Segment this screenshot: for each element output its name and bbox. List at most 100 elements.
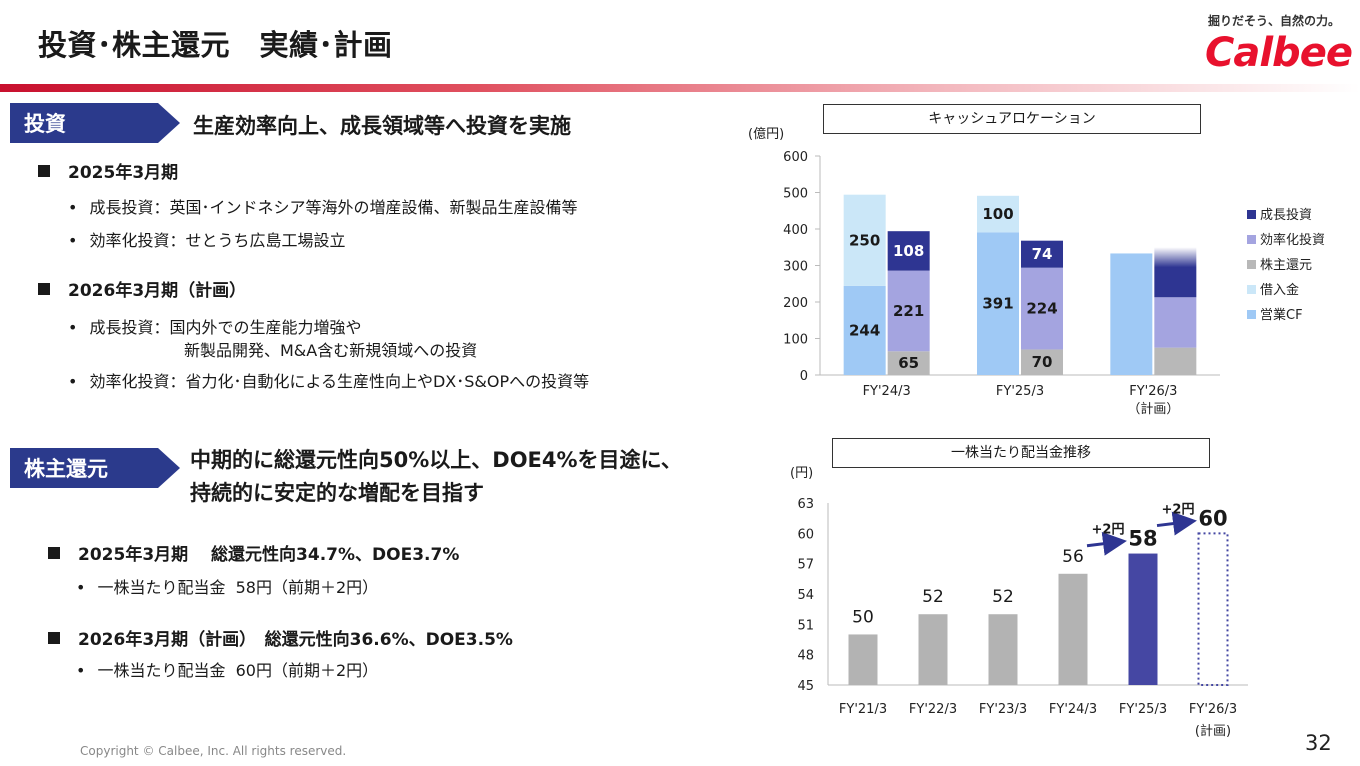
cash-allocation-chart: (億円) 0 100 200 300 400 500 600 244 250 65 221 108 FY'…	[748, 126, 1325, 417]
y-tick-label: 48	[797, 649, 814, 664]
x-tick-label: FY'24/3	[1049, 702, 1097, 717]
page-number: 32	[1305, 731, 1332, 755]
data-label: 250	[849, 231, 880, 249]
returns-fy25-title: 2025年3月期 総還元性向34.7%、DOE3.7%	[48, 540, 459, 565]
investment-fy26-title: 2026年3月期（計画）	[38, 276, 246, 301]
returns-tag: 株主還元	[10, 448, 180, 488]
bar	[988, 614, 1018, 685]
bar-segment	[1154, 347, 1197, 375]
y-tick-label: 57	[797, 558, 814, 573]
increase-label: +2円	[1092, 523, 1125, 538]
data-label: 60	[1198, 506, 1227, 530]
bar-segment	[887, 270, 930, 352]
brand-tagline: 掘りだそう、自然の力。	[1208, 14, 1341, 28]
bar-segment	[1021, 267, 1063, 350]
legend-swatch	[1247, 210, 1256, 219]
bar	[1058, 573, 1088, 685]
data-label: 56	[1062, 547, 1084, 567]
bar-segment	[843, 194, 886, 286]
y-tick-label: 400	[783, 223, 808, 238]
legend-label: 株主還元	[1260, 258, 1312, 273]
calbee-logo: Calbee	[1205, 30, 1353, 76]
data-label: 58	[1128, 527, 1157, 551]
legend-label: 借入金	[1260, 282, 1299, 298]
data-label: 74	[1032, 245, 1053, 263]
returns-tag-label: 株主還元	[24, 457, 108, 481]
y-tick-label: 51	[797, 618, 814, 633]
data-label: 244	[849, 321, 880, 339]
data-label: 52	[992, 587, 1014, 607]
legend-swatch	[1247, 260, 1256, 269]
legend-label: 営業CF	[1260, 307, 1303, 323]
bar	[918, 614, 948, 685]
y-tick-label: 100	[783, 333, 808, 348]
x-tick-label: FY'25/3	[1119, 702, 1167, 717]
data-label: 224	[1026, 300, 1057, 318]
increase-arrow	[1156, 511, 1197, 536]
y-tick-label: 60	[797, 527, 814, 542]
bar-segment	[1110, 253, 1153, 375]
data-label: 100	[982, 205, 1013, 223]
page-title: 投資･株主還元 実績･計画	[38, 28, 393, 62]
x-tick-label: FY'22/3	[909, 702, 957, 717]
increase-arrow	[1086, 531, 1127, 556]
x-tick-note: （計画）	[1127, 401, 1179, 417]
returns-heading-line1: 中期的に総還元性向50%以上、DOE4%を目途に、	[190, 448, 682, 472]
bar	[848, 634, 878, 685]
dividend-chart-title: 一株当たり配当金推移	[832, 438, 1210, 468]
dividend-chart: (円) 45 48 51 54 57 60 63 50 FY'21/3 52 FY'22/3 52 FY'…	[790, 466, 1248, 739]
returns-fy25-item: 一株当たり配当金 58円（前期＋2円）	[76, 574, 378, 598]
bar-segment	[887, 351, 930, 375]
bar-planned	[1197, 532, 1229, 687]
returns-heading-line2: 持続的に安定的な増配を目指す	[190, 481, 484, 505]
y-tick-label: 300	[783, 260, 808, 275]
y-tick-label: 200	[783, 296, 808, 311]
x-tick-label: FY'21/3	[839, 702, 887, 717]
data-label: 391	[982, 295, 1013, 313]
investment-fy25-item: 効率化投資：せとうち広島工場設立	[68, 227, 345, 251]
data-label: 52	[922, 587, 944, 607]
investment-fy25-title: 2025年3月期	[38, 158, 178, 183]
bar-segment	[1021, 240, 1063, 268]
y-tick-label: 600	[783, 150, 808, 165]
legend-swatch	[1247, 310, 1256, 319]
y-tick-label: 0	[800, 369, 808, 384]
investment-fy26-item-continued: 新製品開発、M&A含む新規領域への投資	[184, 341, 478, 360]
legend-swatch	[1247, 235, 1256, 244]
y-tick-label: 54	[797, 588, 814, 603]
x-tick-label: FY'24/3	[863, 384, 911, 399]
data-label: 221	[893, 302, 924, 320]
bar-segment	[843, 285, 886, 375]
x-tick-label: FY'26/3	[1129, 384, 1177, 399]
bar-segment	[1154, 297, 1197, 348]
investment-heading: 生産効率向上、成長領域等へ投資を実施	[193, 114, 571, 138]
investment-fy26-item: 効率化投資：省力化･自動化による生産性向上やDX･S&OPへの投資等	[68, 368, 589, 392]
investment-fy25-item: 成長投資：英国･インドネシア等海外の増産設備、新製品生産設備等	[68, 194, 577, 218]
bar-segment	[977, 195, 1019, 233]
y-tick-label: 45	[797, 679, 814, 694]
copyright: Copyright © Calbee, Inc. All rights rese…	[80, 744, 347, 758]
data-label: 70	[1032, 353, 1053, 371]
data-label: 50	[852, 607, 874, 627]
cash-allocation-chart-title: キャッシュアロケーション	[823, 104, 1201, 134]
legend-label: 効率化投資	[1260, 232, 1325, 248]
returns-fy26-item: 一株当たり配当金 60円（前期＋2円）	[76, 657, 378, 681]
data-label: 65	[898, 354, 919, 372]
investment-fy26-item: 成長投資：国内外での生産能力増強や	[68, 314, 361, 338]
bar-segment	[977, 232, 1019, 375]
legend-label: 成長投資	[1260, 207, 1312, 223]
x-tick-label: FY'25/3	[996, 384, 1044, 399]
returns-fy26-title: 2026年3月期（計画） 総還元性向36.6%、DOE3.5%	[48, 625, 513, 650]
bar	[1128, 553, 1158, 685]
y-axis-unit: (円)	[790, 466, 813, 481]
title-underline	[0, 84, 1360, 92]
bar-segment	[1021, 349, 1063, 375]
y-tick-label: 500	[783, 187, 808, 202]
investment-tag: 投資	[10, 103, 180, 143]
x-tick-note: (計画)	[1195, 723, 1231, 739]
y-axis-unit: (億円)	[748, 126, 784, 142]
y-tick-label: 63	[797, 497, 814, 512]
investment-tag-label: 投資	[24, 112, 66, 136]
x-tick-label: FY'26/3	[1189, 702, 1237, 717]
legend-swatch	[1247, 285, 1256, 294]
